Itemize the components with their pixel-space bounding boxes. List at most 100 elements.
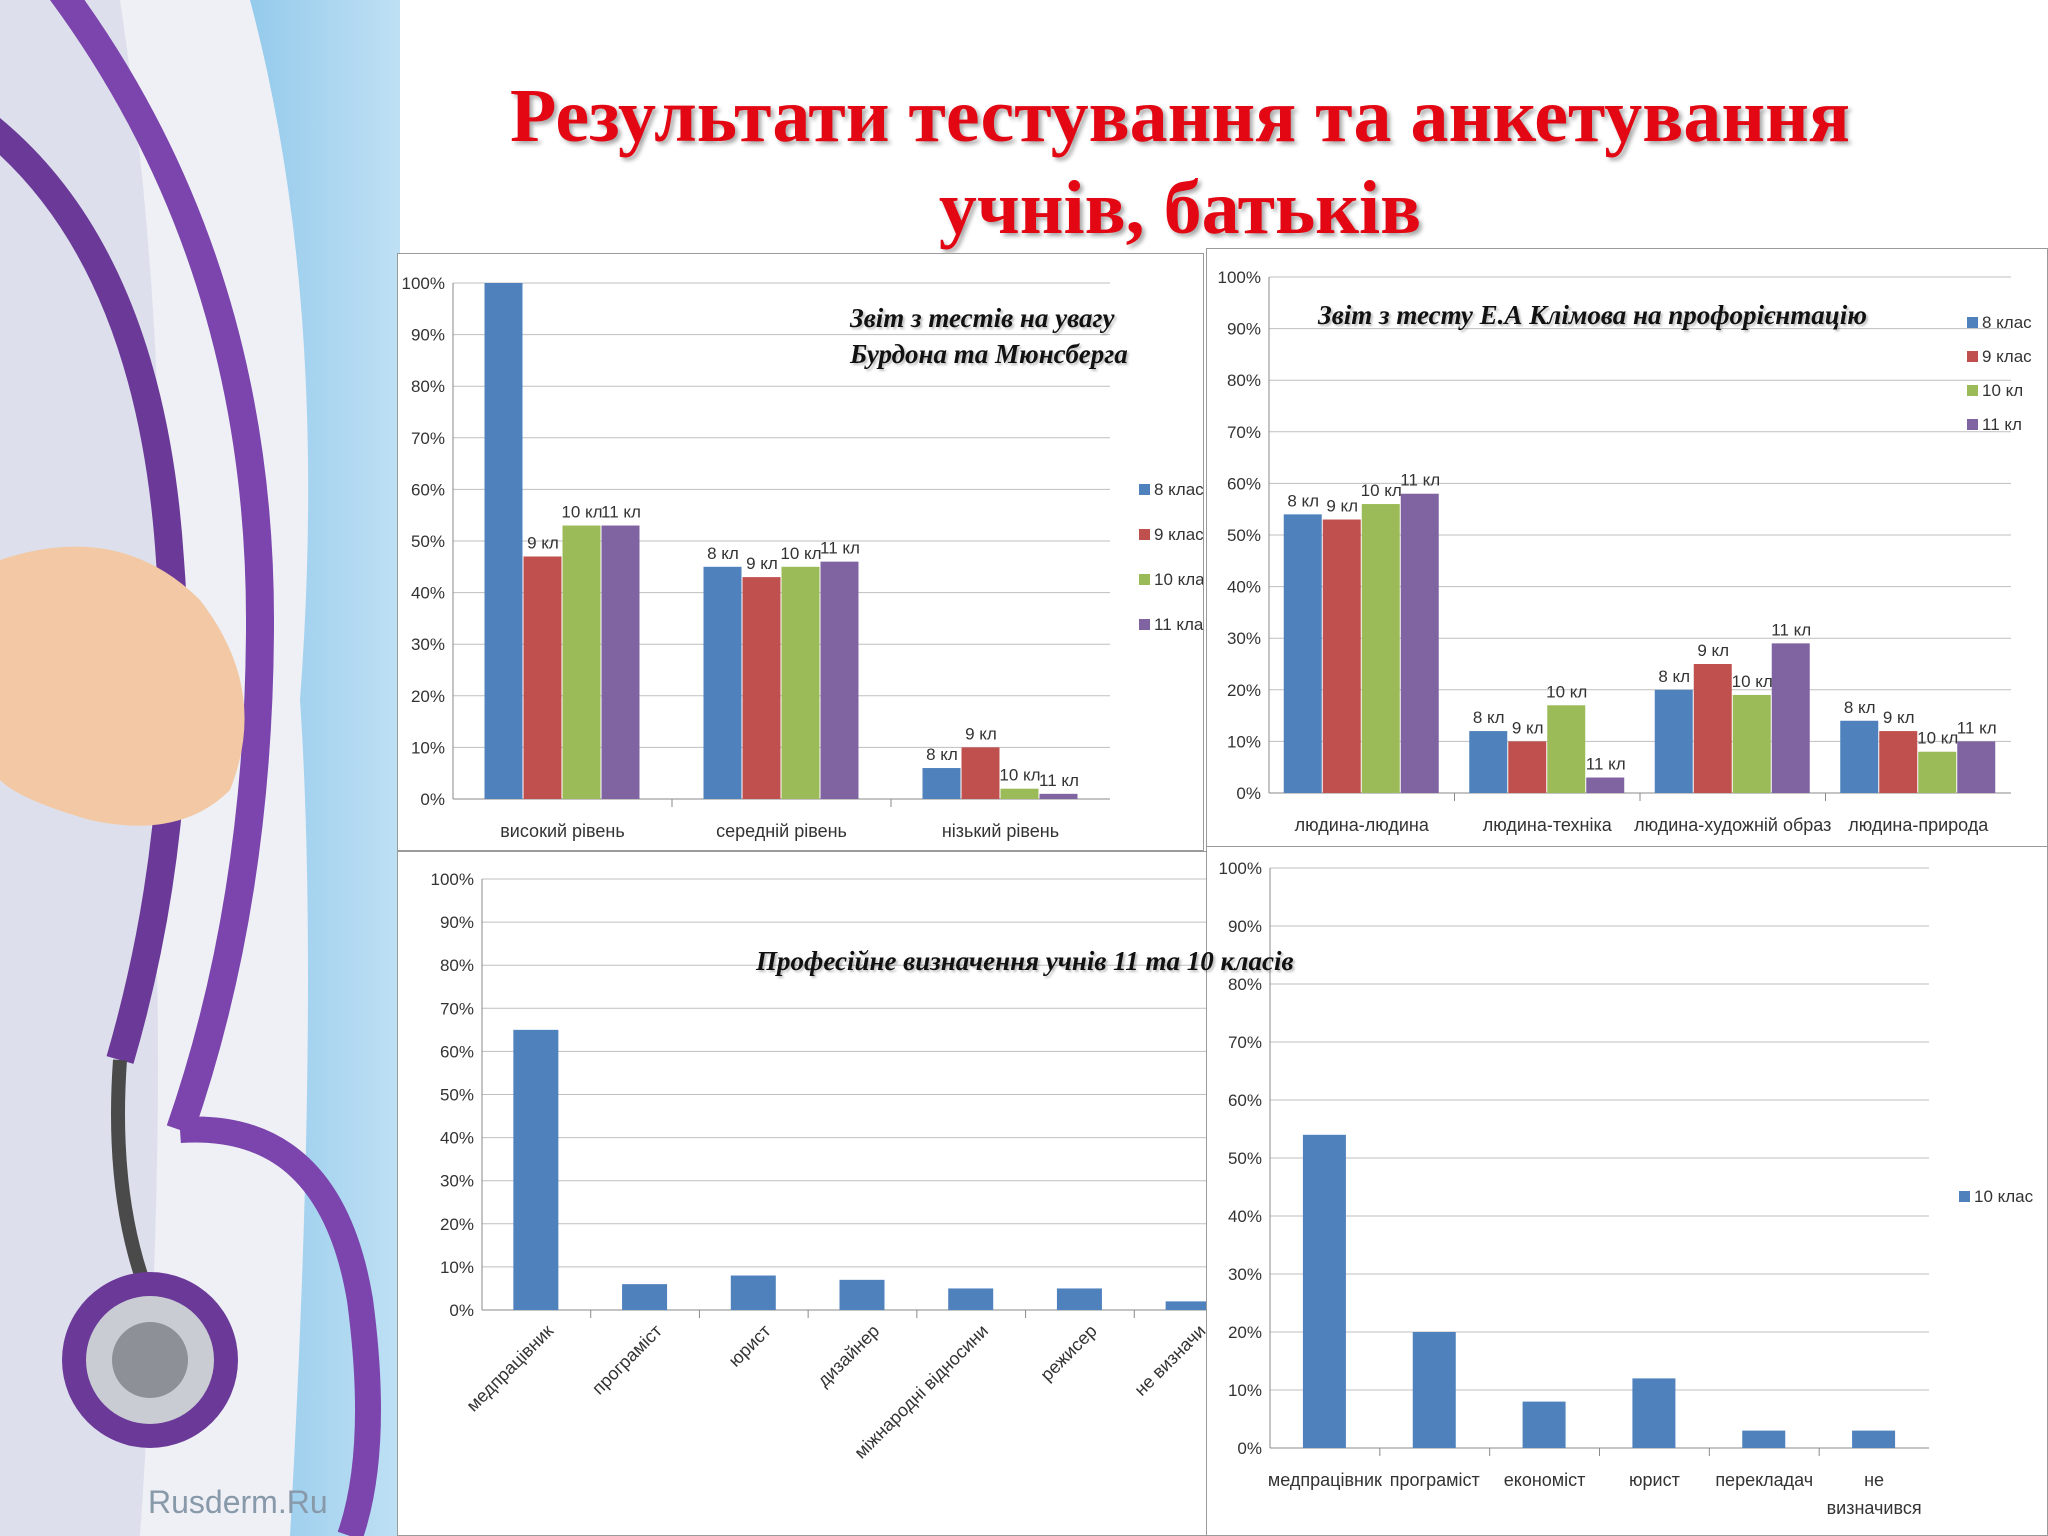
legend-swatch <box>1139 574 1150 585</box>
y-tick-label: 0% <box>1236 784 1261 803</box>
y-tick-label: 50% <box>1228 1149 1262 1168</box>
legend-label: 10 кл <box>1982 381 2023 400</box>
category-label: високий рівень <box>500 821 625 841</box>
y-tick-label: 70% <box>1228 1033 1262 1052</box>
bar-8-клас-середній-рівень <box>703 566 742 799</box>
data-label: 11 кл <box>820 539 860 558</box>
watermark-text: Rusderm.Ru <box>148 1484 328 1520</box>
data-label: 8 кл <box>1287 491 1319 510</box>
data-label: 9 кл <box>1512 718 1544 737</box>
y-tick-label: 10% <box>1228 1381 1262 1400</box>
legend-swatch <box>1959 1191 1970 1202</box>
y-tick-label: 10% <box>411 738 445 757</box>
chart-profession-10: 0% 10% 20% 30% 40% 50% 60% 70% 80% 90% 100% медпрац… <box>1206 846 2048 1536</box>
y-tick-label: 30% <box>1227 629 1261 648</box>
data-label: 10 кл <box>1917 729 1958 748</box>
bar-11-кл-людина-людина <box>1400 493 1439 793</box>
bar-8-клас-людина-людина <box>1283 514 1322 793</box>
caption-klimov-test: Звіт з тесту Е.А Клімова на профорієнтац… <box>1318 300 1867 330</box>
y-tick-label: 30% <box>1228 1265 1262 1284</box>
category-label: нізький рівень <box>942 821 1059 841</box>
y-tick-label: 80% <box>440 956 474 975</box>
bar-11-клас-середній-рівень <box>820 561 859 799</box>
data-label: 11 кл <box>1039 771 1079 790</box>
y-tick-label: 100% <box>1219 859 1262 878</box>
y-tick-label: 20% <box>411 687 445 706</box>
y-tick-label: 10% <box>440 1258 474 1277</box>
y-tick-label: 20% <box>440 1215 474 1234</box>
bar-series-дизайнер <box>839 1279 885 1310</box>
legend-label: 8 клас <box>1982 313 2032 332</box>
bar-10-клас-середній-рівень <box>781 566 820 799</box>
caption-attention-test: Звіт з тестів на увагу Бурдона та Мюнсбе… <box>850 303 1128 369</box>
y-tick-label: 90% <box>440 913 474 932</box>
legend-swatch <box>1967 419 1978 430</box>
y-tick-label: 90% <box>1227 320 1261 339</box>
data-label: 10 кл <box>780 544 821 563</box>
y-tick-label: 100% <box>402 274 445 293</box>
title-line-2: учнів, батьків <box>938 166 1422 250</box>
legend-swatch <box>1967 385 1978 396</box>
legend-swatch <box>1139 484 1150 495</box>
slide-title: Результати тестування та анкетування учн… <box>440 70 1920 254</box>
data-label: 9 кл <box>1883 708 1915 727</box>
bar-10-клас-нізький-рівень <box>1000 788 1039 799</box>
data-label: 9 кл <box>746 554 778 573</box>
chart-klimov-test: 0% 10% 20% 30% 40% 50% 60% 70% 80% 90% 100% 8 кл 9 к… <box>1206 248 2048 847</box>
legend-label: 9 клас <box>1154 525 1203 544</box>
y-tick-label: 50% <box>1227 526 1261 545</box>
bar-series-міжнародні-відносини <box>948 1288 994 1310</box>
bar-10-клас-не-визначився <box>1852 1430 1896 1448</box>
y-tick-label: 0% <box>420 790 445 809</box>
bar-series-не-визначи <box>1165 1301 1206 1310</box>
y-tick-label: 20% <box>1228 1323 1262 1342</box>
bar-10-клас-програміст <box>1412 1332 1456 1448</box>
chart-profession-11: 0% 10% 20% 30% 40% 50% 60% 70% 80% 90% 100% медпрац… <box>397 851 1207 1536</box>
y-tick-label: 50% <box>440 1086 474 1105</box>
bar-series-медпрацівник <box>513 1029 559 1310</box>
title-line-1: Результати тестування та анкетування <box>509 74 1851 158</box>
category-label: режисер <box>1036 1321 1100 1385</box>
category-label: людина-людина <box>1295 815 1430 835</box>
category-label: дизайнер <box>813 1321 883 1391</box>
data-label: 9 кл <box>527 533 559 552</box>
y-tick-label: 70% <box>411 429 445 448</box>
bar-10-клас-високий-рівень <box>562 525 601 799</box>
y-tick-label: 70% <box>1227 423 1261 442</box>
bar-10-клас-перекладач <box>1742 1430 1786 1448</box>
y-tick-label: 60% <box>440 1042 474 1061</box>
bar-10-кл-людина-людина <box>1361 504 1400 793</box>
bar-9-клас-людина-природа <box>1879 731 1918 793</box>
category-label: юрист <box>725 1321 775 1371</box>
y-tick-label: 80% <box>1227 371 1261 390</box>
bar-8-клас-людина-техніка <box>1469 731 1508 793</box>
category-label: медпрацівник <box>462 1321 557 1416</box>
data-label: 11 кл <box>1400 471 1440 490</box>
bar-9-клас-нізький-рівень <box>961 747 1000 799</box>
category-label: програміст <box>588 1321 666 1399</box>
y-tick-label: 40% <box>440 1129 474 1148</box>
bar-10-клас-економіст <box>1522 1401 1566 1448</box>
data-label: 11 кл <box>1586 755 1626 774</box>
y-tick-label: 0% <box>1237 1439 1262 1458</box>
data-label: 10 кл <box>1361 481 1402 500</box>
bar-10-кл-людина-техніка <box>1547 705 1586 793</box>
bar-10-кл-людина-художній-образ <box>1732 694 1771 793</box>
bar-9-клас-високий-рівень <box>523 556 562 799</box>
bar-10-клас-юрист <box>1632 1378 1676 1448</box>
category-label: перекладач <box>1715 1470 1813 1490</box>
legend-swatch <box>1967 317 1978 328</box>
y-tick-label: 80% <box>1228 975 1262 994</box>
y-tick-label: 90% <box>1228 917 1262 936</box>
bar-10-клас-медпрацівник <box>1302 1134 1346 1448</box>
category-label: економіст <box>1504 1470 1586 1490</box>
data-label: 8 кл <box>1844 698 1876 717</box>
y-tick-label: 80% <box>411 377 445 396</box>
data-label: 9 кл <box>1697 641 1729 660</box>
data-label: 10 кл <box>999 766 1040 785</box>
category-label-line: визначився <box>1827 1498 1922 1518</box>
bar-11-кл-людина-техніка <box>1586 777 1625 793</box>
data-label: 8 кл <box>1658 667 1690 686</box>
y-tick-label: 60% <box>1228 1091 1262 1110</box>
legend-swatch <box>1139 529 1150 540</box>
